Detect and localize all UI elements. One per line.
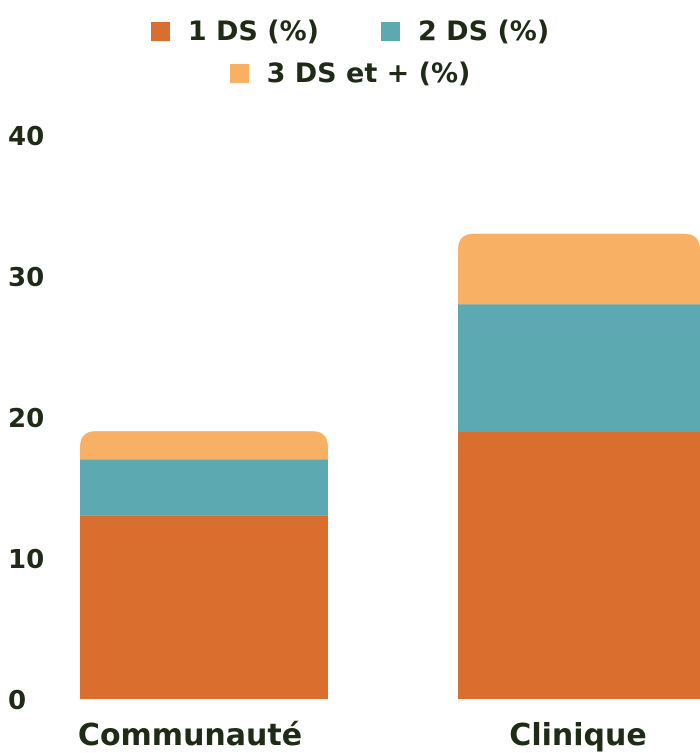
legend-row-2: 3 DS et + (%) (0, 60, 700, 87)
legend-swatch-3ds (229, 64, 249, 83)
y-tick-label: 40 (8, 122, 44, 152)
y-tick-label: 10 (8, 545, 44, 575)
legend-label-2ds: 2 DS (%) (418, 16, 550, 47)
legend-item-3ds: 3 DS et + (%) (229, 58, 471, 89)
legend-item-1ds: 1 DS (%) (150, 16, 319, 47)
legend-row-1: 1 DS (%) 2 DS (%) (0, 18, 700, 45)
legend-item-2ds: 2 DS (%) (381, 18, 549, 45)
bar-segment-2-clinique (458, 304, 700, 432)
bar-segment-3-clinique (458, 233, 700, 305)
bar-segment-3-communaute (80, 431, 328, 460)
bar-segment-1-clinique (458, 431, 700, 699)
y-tick-label: 20 (8, 404, 44, 434)
x-category-label: Communauté (78, 718, 302, 753)
legend-swatch-2ds (381, 22, 400, 41)
x-category-label: Clinique (509, 718, 646, 753)
legend-swatch-1ds (150, 22, 170, 41)
bar-segment-1-communaute (80, 515, 328, 699)
legend-label-3ds: 3 DS et + (%) (266, 58, 471, 89)
y-tick-label: 30 (8, 263, 44, 293)
legend-label-1ds: 1 DS (%) (187, 16, 319, 47)
y-tick-label: 0 (8, 686, 26, 716)
bar-segment-2-communaute (80, 459, 328, 516)
